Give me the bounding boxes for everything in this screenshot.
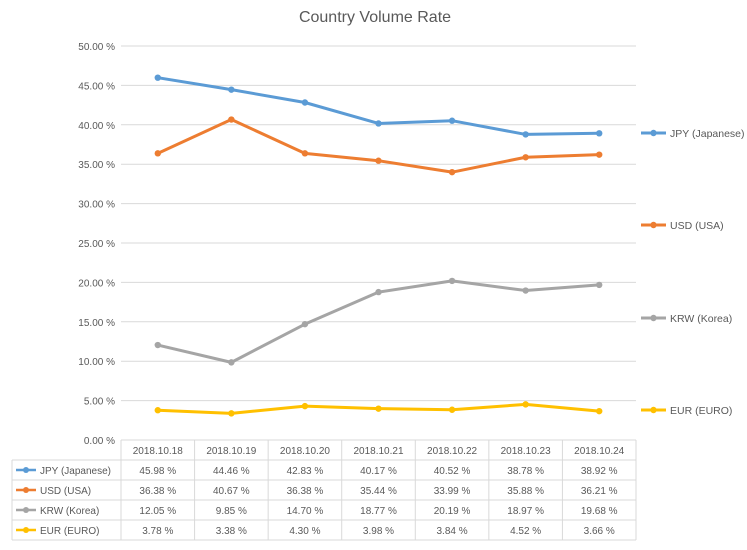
legend-key-marker	[650, 129, 657, 137]
data-point	[522, 131, 529, 138]
data-point	[448, 117, 456, 124]
y-tick-label: 15.00 %	[78, 318, 115, 329]
data-point	[154, 74, 161, 81]
table-value-cell: 3.78 %	[142, 526, 173, 537]
legend-key-marker	[650, 406, 657, 414]
table-value-cell: 44.46 %	[213, 466, 250, 477]
data-point	[596, 151, 603, 158]
data-point	[596, 407, 603, 415]
legend-key-marker	[650, 221, 657, 229]
y-tick-label: 5.00 %	[84, 397, 115, 408]
y-tick-label: 45.00 %	[78, 81, 115, 92]
data-point	[228, 86, 235, 93]
data-point	[154, 150, 161, 157]
series-lines	[154, 74, 603, 417]
y-axis-tick-labels: 0.00 % 5.00 % 10.00 % 15.00 % 20.00 % 25.00 %…	[78, 42, 115, 447]
table-value-cell: 12.05 %	[139, 506, 176, 517]
data-point	[301, 402, 309, 410]
y-tick-label: 0.00 %	[84, 436, 115, 447]
data-point	[448, 277, 456, 285]
table-value-cell: 45.98 %	[139, 466, 176, 477]
legend-label: KRW (Korea)	[670, 313, 732, 325]
table-value-cell: 33.99 %	[434, 486, 471, 497]
table-value-cell: 20.19 %	[434, 506, 471, 517]
data-point	[228, 116, 235, 123]
table-value-cell: 3.84 %	[437, 526, 468, 537]
data-point	[375, 120, 382, 127]
table-value-cell: 9.85 %	[216, 506, 247, 517]
data-point	[375, 288, 382, 296]
y-tick-label: 50.00 %	[78, 42, 115, 53]
x-category-label: 2018.10.24	[574, 446, 624, 457]
table-value-cell: 36.38 %	[139, 486, 176, 497]
chart-title: Country Volume Rate	[299, 9, 451, 26]
table-value-cell: 42.83 %	[287, 466, 324, 477]
table-value-cell: 14.70 %	[287, 506, 324, 517]
table-value-cell: 38.92 %	[581, 466, 618, 477]
data-point	[154, 341, 161, 349]
x-category-label: 2018.10.22	[427, 446, 477, 457]
table-legend-key-marker	[23, 467, 29, 473]
table-series-label: KRW (Korea)	[40, 506, 99, 517]
table-value-cell: 38.78 %	[507, 466, 544, 477]
data-point	[228, 359, 235, 366]
legend: JPY (Japanese) USD (USA) KRW (Korea) EUR (E…	[641, 128, 745, 417]
table-value-cell: 40.67 %	[213, 486, 250, 497]
table-value-cell: 19.68 %	[581, 506, 618, 517]
table-value-cell: 4.30 %	[289, 526, 320, 537]
table-value-cell: 40.17 %	[360, 466, 397, 477]
table-legend-key-marker	[23, 487, 29, 493]
legend-label: EUR (EURO)	[670, 405, 732, 417]
y-tick-label: 30.00 %	[78, 200, 115, 211]
table-series-label: USD (USA)	[40, 486, 91, 497]
legend-key-marker	[650, 314, 657, 322]
x-category-label: 2018.10.20	[280, 446, 330, 457]
y-tick-label: 20.00 %	[78, 278, 115, 289]
table-value-cell: 4.52 %	[510, 526, 541, 537]
table-value-cell: 36.38 %	[287, 486, 324, 497]
table-legend-key-marker	[23, 527, 29, 533]
data-point	[301, 99, 309, 106]
data-point	[228, 410, 235, 417]
table-value-cell: 3.98 %	[363, 526, 394, 537]
table-value-cell: 3.66 %	[584, 526, 615, 537]
table-value-cell: 3.38 %	[216, 526, 247, 537]
table-value-cell: 18.77 %	[360, 506, 397, 517]
table-value-cell: 18.97 %	[507, 506, 544, 517]
legend-label: JPY (Japanese)	[670, 128, 745, 140]
data-point	[522, 287, 529, 294]
y-tick-label: 35.00 %	[78, 160, 115, 171]
data-point	[522, 401, 529, 408]
data-point	[154, 407, 161, 414]
data-point	[301, 150, 309, 157]
data-point	[301, 320, 309, 328]
y-tick-label: 10.00 %	[78, 357, 115, 368]
y-tick-label: 25.00 %	[78, 239, 115, 250]
x-category-label: 2018.10.23	[501, 446, 551, 457]
table-value-cell: 36.21 %	[581, 486, 618, 497]
gridlines	[121, 45, 636, 402]
data-table: 2018.10.18 2018.10.19 2018.10.20 2018.10.21…	[11, 439, 637, 541]
table-value-cell: 35.44 %	[360, 486, 397, 497]
legend-label: USD (USA)	[670, 220, 724, 232]
table-value-cell: 35.88 %	[507, 486, 544, 497]
table-legend-key-marker	[23, 507, 29, 513]
table-series-label: JPY (Japanese)	[40, 466, 111, 477]
table-value-cell: 40.52 %	[434, 466, 471, 477]
y-tick-label: 40.00 %	[78, 121, 115, 132]
data-point	[448, 406, 456, 413]
x-category-label: 2018.10.18	[133, 446, 183, 457]
x-category-label: 2018.10.21	[353, 446, 403, 457]
data-point	[596, 130, 603, 137]
data-point	[375, 157, 382, 164]
x-category-label: 2018.10.19	[206, 446, 256, 457]
data-point	[448, 168, 456, 176]
data-point	[522, 154, 529, 161]
data-point	[596, 281, 603, 289]
table-series-label: EUR (EURO)	[40, 526, 99, 537]
data-point	[375, 405, 382, 412]
